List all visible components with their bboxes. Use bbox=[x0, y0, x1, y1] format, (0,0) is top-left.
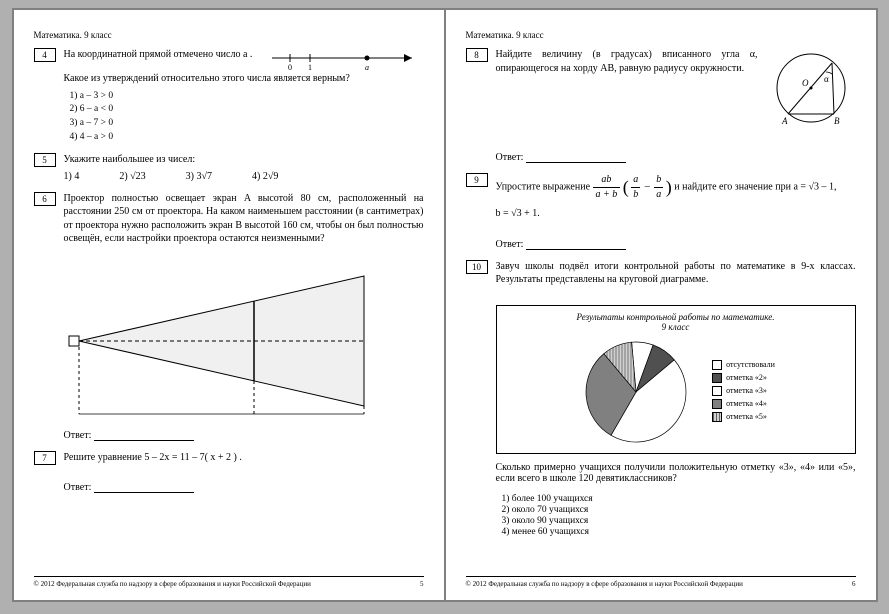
chart-question: Сколько примерно учащихся получили полож… bbox=[496, 462, 856, 484]
page-right: Математика. 9 класс 8 O α A B Найдите ве… bbox=[446, 10, 876, 600]
problem-number: 9 bbox=[466, 173, 488, 187]
page-footer: © 2012 Федеральная служба по надзору в с… bbox=[34, 576, 424, 588]
fraction: a b bbox=[631, 173, 640, 201]
problem-number: 10 bbox=[466, 260, 488, 274]
options: 1) 4 2) √23 3) 3√7 4) 2√9 bbox=[64, 170, 424, 184]
problem-9: 9 Упростите выражение ab a + b ( a b – bbox=[466, 173, 856, 225]
problem-body: Упростите выражение ab a + b ( a b – b a bbox=[496, 173, 856, 225]
pie-chart bbox=[576, 337, 696, 447]
svg-text:B: B bbox=[834, 116, 840, 126]
legend-item: отметка «3» bbox=[712, 386, 775, 396]
answer-line: Ответ: bbox=[496, 239, 856, 250]
option: 4) 2√9 bbox=[252, 170, 278, 184]
problem-5: 5 Укажите наибольшее из чисел: 1) 4 2) √… bbox=[34, 153, 424, 184]
problem-text: Решите уравнение 5 – 2x = 11 – 7( x + 2 … bbox=[64, 451, 424, 465]
answer-blank bbox=[526, 240, 626, 250]
option: 3) 3√7 bbox=[186, 170, 212, 184]
mark-0: 0 bbox=[288, 63, 292, 72]
problem-4: 4 На координатной прямой отмечено число … bbox=[34, 48, 424, 145]
page-header: Математика. 9 класс bbox=[466, 30, 856, 40]
problem-text: Укажите наибольшее из чисел: bbox=[64, 153, 424, 167]
answer-line: Ответ: bbox=[64, 430, 424, 441]
pie-chart-box: Результаты контрольной работы по математ… bbox=[496, 305, 856, 455]
problem-body: Укажите наибольшее из чисел: 1) 4 2) √23… bbox=[64, 153, 424, 184]
legend-item: отсутствовали bbox=[712, 360, 775, 370]
option: 4) менее 60 учащихся bbox=[502, 527, 856, 537]
copyright: © 2012 Федеральная служба по надзору в с… bbox=[466, 580, 743, 588]
problem-body: На координатной прямой отмечено число a … bbox=[64, 48, 424, 145]
answer-blank bbox=[94, 483, 194, 493]
projector-figure: A B bbox=[64, 266, 394, 416]
legend-item: отметка «4» bbox=[712, 399, 775, 409]
svg-text:A: A bbox=[781, 116, 788, 126]
problem-body: Проектор полностью освещает экран A высо… bbox=[64, 192, 424, 250]
problem-text: Какое из утверждений относительно этого … bbox=[64, 72, 424, 86]
legend-item: отметка «2» bbox=[712, 373, 775, 383]
mark-a: a bbox=[365, 63, 369, 72]
problem-text: На координатной прямой отмечено число a … bbox=[64, 48, 253, 62]
answer-line: Ответ: bbox=[496, 152, 856, 163]
fraction: b a bbox=[654, 173, 663, 201]
problem-6: 6 Проектор полностью освещает экран A вы… bbox=[34, 192, 424, 250]
page-header: Математика. 9 класс bbox=[34, 30, 424, 40]
options: 1) более 100 учащихся 2) около 70 учащих… bbox=[502, 494, 856, 538]
answer-blank bbox=[526, 153, 626, 163]
numberline-figure: 0 1 a bbox=[272, 48, 422, 72]
problem-10: 10 Завуч школы подвёл итоги контрольной … bbox=[466, 260, 856, 291]
circle-figure: O α A B bbox=[766, 48, 856, 138]
option: 1) более 100 учащихся bbox=[502, 494, 856, 504]
option: 3) около 90 учащихся bbox=[502, 516, 856, 526]
page-number: 6 bbox=[852, 580, 856, 588]
chart-title: Результаты контрольной работы по математ… bbox=[503, 312, 849, 334]
page-footer: © 2012 Федеральная служба по надзору в с… bbox=[466, 576, 856, 588]
page-number: 5 bbox=[420, 580, 424, 588]
problem-8: 8 O α A B Найдите величину (в градусах) … bbox=[466, 48, 856, 138]
fraction: ab a + b bbox=[593, 173, 621, 201]
option: 2) 6 – a < 0 bbox=[70, 103, 424, 116]
answer-blank bbox=[94, 431, 194, 441]
option: 1) 4 bbox=[64, 170, 80, 184]
problem-body: Завуч школы подвёл итоги контрольной раб… bbox=[496, 260, 856, 291]
options: 1) a – 3 > 0 2) 6 – a < 0 3) a – 7 > 0 4… bbox=[70, 90, 424, 144]
option: 3) a – 7 > 0 bbox=[70, 117, 424, 130]
legend-item: отметка «5» bbox=[712, 412, 775, 422]
legend: отсутствовали отметка «2» отметка «3» от… bbox=[712, 360, 775, 425]
problem-number: 4 bbox=[34, 48, 56, 62]
problem-text: Упростите выражение ab a + b ( a b – b a bbox=[496, 173, 856, 201]
copyright: © 2012 Федеральная служба по надзору в с… bbox=[34, 580, 311, 588]
problem-body: O α A B Найдите величину (в градусах) вп… bbox=[496, 48, 856, 138]
option: 2) √23 bbox=[119, 170, 145, 184]
problem-text: Завуч школы подвёл итоги контрольной раб… bbox=[496, 260, 856, 287]
option: 4) 4 – a > 0 bbox=[70, 131, 424, 144]
svg-text:α: α bbox=[824, 74, 829, 84]
page-left: Математика. 9 класс 4 На координатной пр… bbox=[14, 10, 444, 600]
problem-number: 6 bbox=[34, 192, 56, 206]
answer-line: Ответ: bbox=[64, 482, 424, 493]
option: 2) около 70 учащихся bbox=[502, 505, 856, 515]
problem-number: 5 bbox=[34, 153, 56, 167]
page-spread: Математика. 9 класс 4 На координатной пр… bbox=[12, 8, 878, 602]
svg-text:O: O bbox=[802, 78, 809, 88]
problem-text: Проектор полностью освещает экран A высо… bbox=[64, 192, 424, 246]
mark-1: 1 bbox=[308, 63, 312, 72]
problem-text: b = √3 + 1. bbox=[496, 207, 856, 221]
option: 1) a – 3 > 0 bbox=[70, 90, 424, 103]
problem-body: Решите уравнение 5 – 2x = 11 – 7( x + 2 … bbox=[64, 451, 424, 469]
problem-number: 7 bbox=[34, 451, 56, 465]
problem-number: 8 bbox=[466, 48, 488, 62]
problem-7: 7 Решите уравнение 5 – 2x = 11 – 7( x + … bbox=[34, 451, 424, 469]
